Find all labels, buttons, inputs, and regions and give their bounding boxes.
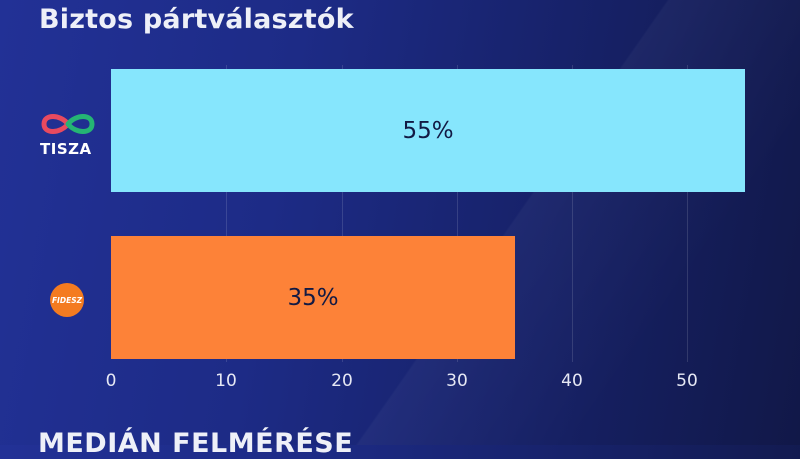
- source-caption: MEDIÁN FELMÉRÉSE: [38, 428, 354, 459]
- gridline-10: [226, 65, 227, 362]
- x-tick-10: 10: [215, 371, 237, 391]
- tisza-logo-icon: [41, 114, 95, 134]
- x-tick-30: 30: [446, 371, 468, 391]
- gridline-40: [572, 65, 573, 362]
- bar-fidesz-value: 35%: [287, 284, 339, 311]
- bar-tisza: 55%: [111, 69, 745, 192]
- fidesz-logo-icon: FIDESZ: [50, 283, 84, 317]
- x-tick-0: 0: [105, 371, 117, 391]
- gridline-20: [342, 65, 343, 362]
- chart-title: Biztos pártválasztók: [39, 4, 354, 35]
- x-tick-50: 50: [676, 371, 698, 391]
- bar-tisza-value: 55%: [402, 117, 454, 144]
- fidesz-logo-text: FIDESZ: [51, 295, 83, 305]
- tisza-logo-text: TISZA: [40, 140, 92, 158]
- bar-fidesz: 35%: [111, 236, 515, 359]
- gridline-50: [687, 65, 688, 362]
- x-tick-40: 40: [561, 371, 583, 391]
- gridline-30: [457, 65, 458, 362]
- x-tick-20: 20: [331, 371, 353, 391]
